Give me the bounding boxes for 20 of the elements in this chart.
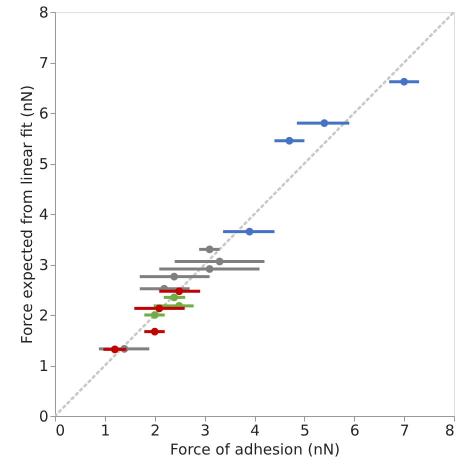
y-tick-label: 5	[38, 155, 48, 173]
y-tick-label: 2	[38, 306, 48, 324]
x-tick-label: 1	[100, 422, 110, 440]
x-tick-label: 0	[56, 422, 66, 440]
y-tick-label: 7	[38, 54, 48, 72]
y-tick-label: 0	[38, 408, 48, 426]
y-axis-title: Force expected from linear fit (nN)	[18, 85, 36, 344]
x-axis-title: Force of adhesion (nN)	[170, 440, 340, 458]
y-tick-label: 8	[38, 4, 48, 22]
x-tick-label: 4	[250, 422, 260, 440]
y-tick-label: 6	[38, 104, 48, 122]
x-tick-label: 3	[200, 422, 210, 440]
x-tick-label: 8	[444, 422, 454, 440]
x-tick-label: 5	[300, 422, 310, 440]
y-tick-label: 3	[38, 256, 48, 274]
x-tick-label: 6	[350, 422, 360, 440]
x-tick-label: 7	[400, 422, 410, 440]
x-tick-label: 2	[150, 422, 160, 440]
y-tick-label: 1	[38, 357, 48, 375]
y-tick-label: 4	[38, 206, 48, 224]
